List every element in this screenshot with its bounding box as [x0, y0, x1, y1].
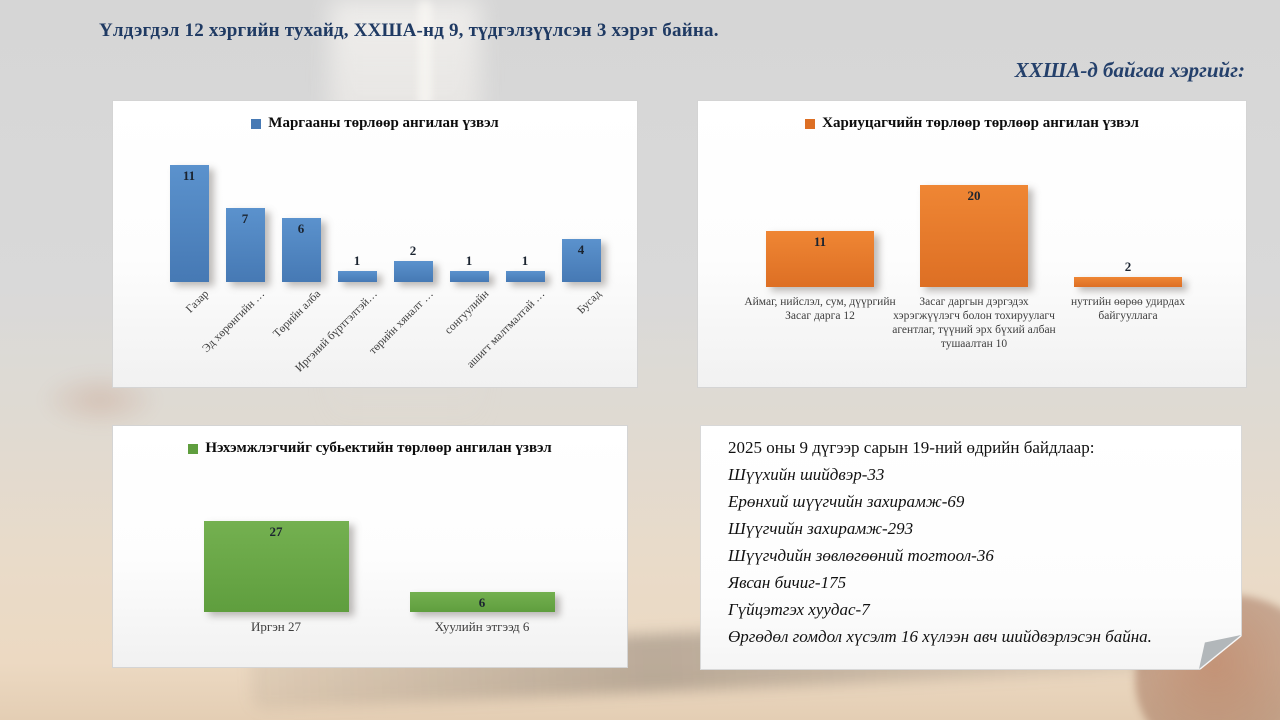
chart-plaintiff-types: Нэхэмжлэгчийг субьектийн төрлөөр ангилан… [112, 425, 628, 668]
bar: 11 [169, 165, 209, 282]
bar-value-label: 11 [182, 168, 196, 183]
category-label: Бусад [575, 288, 604, 317]
bar-value-label: 6 [478, 595, 486, 610]
bar-slot: 20 Засаг даргын дэргэдэх хэрэгжүүлэгч бол… [892, 173, 1056, 350]
summary-line: Өргөдөл гомдол хүсэлт 16 хүлээн авч шийд… [728, 627, 1152, 646]
chart-legend: Хариуцагчийн төрлөөр төрлөөр ангилан үзв… [698, 115, 1246, 132]
summary-lines: 2025 оны 9 дүгээр сарын 19-ний өдрийн ба… [728, 434, 1223, 650]
summary-line: Шүүгчийн захирамж-293 [728, 519, 914, 538]
bar-slot: 7 Эд хөрөнгийн … [200, 150, 273, 355]
bar-value-label: 2 [409, 243, 417, 258]
bar-value-label: 20 [967, 188, 981, 203]
bar-slot: 1 сонгуулийн [441, 150, 497, 337]
bar: 6 [281, 218, 321, 282]
bar: 2 [1074, 259, 1182, 287]
bar-value-label: 2 [1124, 259, 1132, 274]
chart-dispute-types: Маргааны төрлөөр ангилан үзвэл 11 Газар 7 Э… [112, 100, 638, 388]
bar: 1 [505, 253, 545, 282]
bar: 2 [393, 243, 433, 282]
bar: 1 [449, 253, 489, 282]
bar-value-label: 11 [813, 234, 827, 249]
bar-value-label: 7 [241, 211, 249, 226]
summary-note: 2025 оны 9 дүгээр сарын 19-ний өдрийн ба… [700, 425, 1242, 670]
bar: 11 [766, 231, 874, 287]
bar: 1 [337, 253, 377, 282]
bar-slot: 1 ашигт малтмалтай … [465, 150, 553, 371]
summary-line: 2025 оны 9 дүгээр сарын 19-ний өдрийн ба… [728, 438, 1095, 457]
bar-slot: 27 Иргэн 27 [173, 510, 379, 634]
bar-slot: 6 Хуулийн этгээд 6 [379, 510, 585, 634]
category-label: сонгуулийн [442, 288, 492, 337]
legend-label: Хариуцагчийн төрлөөр төрлөөр ангилан үзв… [822, 115, 1139, 131]
category-label: нутгийн өөрөө удирдах байгууллага [1071, 296, 1185, 322]
plot-area: 27 Иргэн 27 6 Хуулийн этгээд 6 [173, 510, 585, 634]
bar-value-label: 4 [577, 242, 585, 257]
category-label: Иргэн 27 [250, 619, 301, 634]
category-label: Аймаг, нийслэл, сум, дүүргийн Засаг дарг… [744, 296, 896, 322]
chart-legend: Нэхэмжлэгчийг субьектийн төрлөөр ангилан… [113, 440, 627, 457]
plot-area: 11 Газар 7 Эд хөрөнгийн … 6 Төрийн алба 1 Иргэн… [161, 150, 609, 375]
bar-slot: 6 Төрийн алба [271, 150, 329, 340]
bar-slot: 4 Бусад [553, 150, 609, 316]
bar-value-label: 27 [269, 524, 283, 539]
chart-respondent-types: Хариуцагчийн төрлөөр төрлөөр ангилан үзв… [697, 100, 1247, 388]
bar: 20 [920, 185, 1028, 287]
bar: 6 [409, 592, 555, 612]
plot-area: 11 Аймаг, нийслэл, сум, дүүргийн Засаг да… [743, 173, 1205, 350]
slide-title: Үлдэгдэл 12 хэргийн тухайд, ХХША-нд 9, т… [99, 20, 719, 41]
chart-legend: Маргааны төрлөөр ангилан үзвэл [113, 115, 637, 132]
bar-value-label: 1 [521, 253, 529, 268]
category-label: Эд хөрөнгийн … [200, 288, 268, 355]
summary-line: Явсан бичиг-175 [728, 573, 847, 592]
bar-slot: 11 Газар [161, 150, 217, 315]
background-scale-chain [418, 0, 432, 120]
summary-line: Ерөнхий шүүгчийн захирамж-69 [728, 492, 965, 511]
summary-line: Шүүгчдийн зөвлөгөөний тогтоол-36 [728, 546, 994, 565]
category-label: Хуулийн этгээд 6 [434, 619, 530, 634]
bar: 7 [225, 208, 265, 282]
bar-slot: 1 Иргэний бүртгэлтэй… [293, 150, 385, 375]
legend-swatch-blue [251, 118, 262, 129]
legend-label: Маргааны төрлөөр ангилан үзвэл [268, 115, 499, 131]
category-label: Засаг даргын дэргэдэх хэрэгжүүлэгч болон… [892, 296, 1056, 350]
bar-slot: 2 нутгийн өөрөө удирдах байгууллага [1051, 173, 1205, 322]
summary-line: Шүүхийн шийдвэр-33 [728, 465, 885, 484]
bar-slot: 11 Аймаг, нийслэл, сум, дүүргийн Засаг да… [743, 173, 897, 322]
legend-swatch-orange [805, 118, 816, 129]
bar-slot: 2 төрийн хяналт … [367, 150, 441, 357]
category-label: Газар [183, 288, 212, 316]
legend-swatch-green [188, 443, 199, 454]
bar-value-label: 1 [465, 253, 473, 268]
legend-label: Нэхэмжлэгчийг субьектийн төрлөөр ангилан… [205, 440, 552, 456]
bar-value-label: 1 [353, 253, 361, 268]
bar: 27 [203, 521, 349, 612]
category-label: Төрийн алба [271, 288, 324, 341]
summary-line: Гүйцэтгэх хуудас-7 [728, 600, 870, 619]
slide-subtitle: ХХША-д байгаа хэргийг: [1014, 58, 1245, 82]
bar-value-label: 6 [297, 221, 305, 236]
bar: 4 [561, 239, 601, 282]
